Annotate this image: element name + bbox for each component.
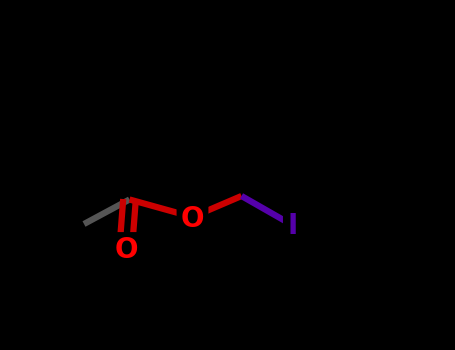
Text: O: O [181, 205, 204, 233]
Text: O: O [114, 236, 138, 264]
Text: I: I [287, 212, 298, 240]
